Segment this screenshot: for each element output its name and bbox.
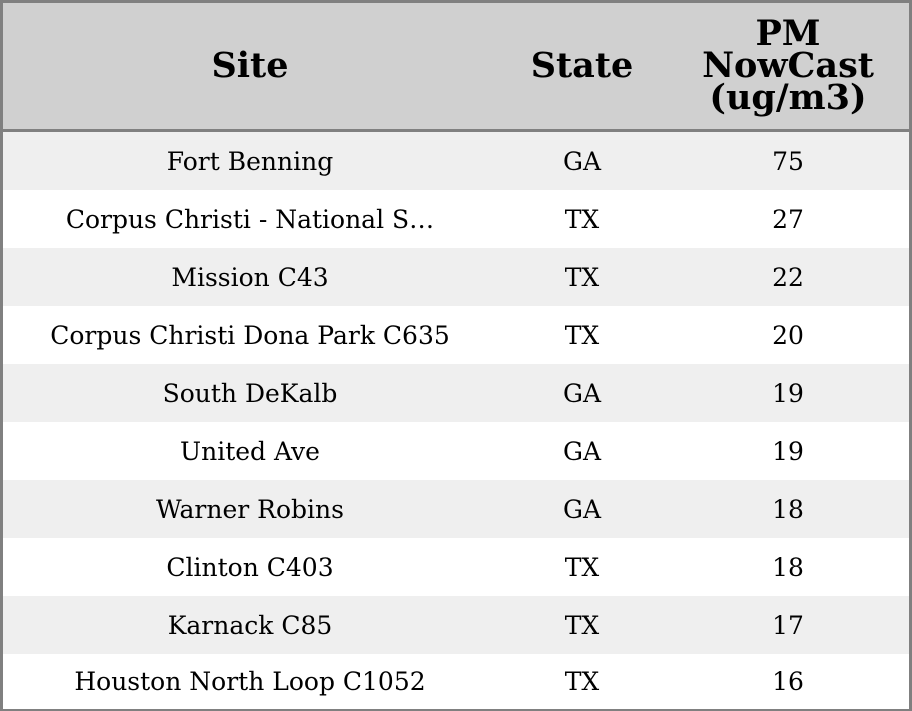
cell-pm-nowcast: 18 xyxy=(772,552,804,582)
cell-site: South DeKalb xyxy=(162,378,338,408)
cell-site: Corpus Christi Dona Park C635 xyxy=(50,320,450,350)
cell-state: TX xyxy=(564,262,600,292)
cell-site: Corpus Christi - National S… xyxy=(65,204,435,234)
cell-site: Houston North Loop C1052 xyxy=(74,667,426,696)
table-body: Fort Benning GA 75 Corpus Christi - Nationa… xyxy=(3,132,909,709)
table-row: Karnack C85 TX 17 xyxy=(3,596,909,654)
cell-pm-nowcast: 19 xyxy=(772,378,804,408)
cell-pm-nowcast: 22 xyxy=(772,262,804,292)
cell-site: Karnack C85 xyxy=(167,610,333,640)
header-state: State xyxy=(530,45,634,86)
table-row: Corpus Christi - National S… TX 27 xyxy=(3,190,909,248)
cell-site: Warner Robins xyxy=(156,494,344,524)
cell-state: GA xyxy=(562,146,602,176)
cell-site: Mission C43 xyxy=(171,262,329,292)
table-row: United Ave GA 19 xyxy=(3,422,909,480)
cell-site: United Ave xyxy=(180,436,320,466)
cell-state: TX xyxy=(564,667,600,696)
cell-pm-nowcast: 20 xyxy=(772,320,804,350)
cell-state: TX xyxy=(564,320,600,350)
cell-pm-nowcast: 17 xyxy=(772,610,804,640)
table-header-row: Site State PM NowCast (ug/m3) xyxy=(3,3,909,132)
cell-pm-nowcast: 16 xyxy=(772,667,804,696)
cell-pm-nowcast: 18 xyxy=(772,494,804,524)
cell-state: TX xyxy=(564,204,600,234)
table-row: Corpus Christi Dona Park C635 TX 20 xyxy=(3,306,909,364)
cell-site: Fort Benning xyxy=(166,146,334,176)
table-row: Clinton C403 TX 18 xyxy=(3,538,909,596)
cell-pm-nowcast: 75 xyxy=(772,146,804,176)
cell-state: GA xyxy=(562,378,602,408)
header-pm-nowcast: PM NowCast (ug/m3) xyxy=(702,13,874,118)
header-site: Site xyxy=(211,45,289,86)
table-row: Mission C43 TX 22 xyxy=(3,248,909,306)
cell-state: TX xyxy=(564,610,600,640)
table-row: Warner Robins GA 18 xyxy=(3,480,909,538)
cell-state: GA xyxy=(562,436,602,466)
table-row: Fort Benning GA 75 xyxy=(3,132,909,190)
cell-state: GA xyxy=(562,494,602,524)
cell-state: TX xyxy=(564,552,600,582)
table-row: Houston North Loop C1052 TX 16 xyxy=(3,654,909,709)
cell-pm-nowcast: 19 xyxy=(772,436,804,466)
cell-site: Clinton C403 xyxy=(166,552,334,582)
cell-pm-nowcast: 27 xyxy=(772,204,804,234)
table-row: South DeKalb GA 19 xyxy=(3,364,909,422)
